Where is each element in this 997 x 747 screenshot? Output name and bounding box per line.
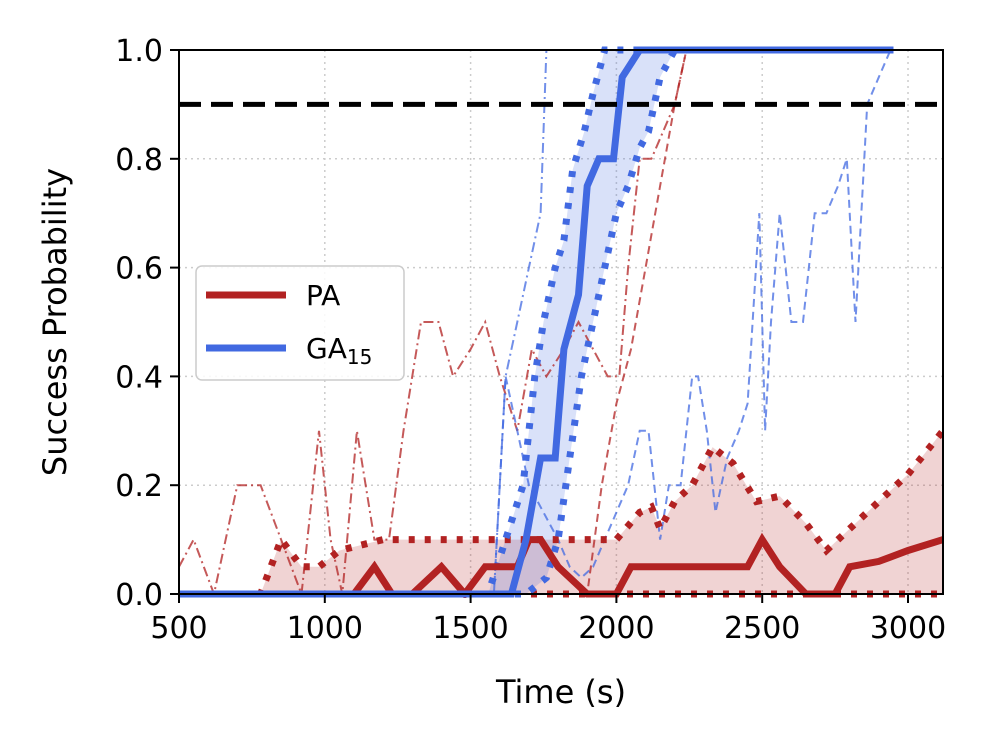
x-tick-label: 500 bbox=[150, 611, 207, 646]
pa-bound-dashed bbox=[179, 49, 688, 595]
y-tick-label: 0.2 bbox=[115, 469, 163, 504]
legend-subscript: 15 bbox=[347, 345, 372, 369]
ga15-bound-dashdot bbox=[179, 49, 556, 595]
y-tick-label: 0.0 bbox=[115, 578, 163, 613]
ga15-ci-upper-line bbox=[179, 46, 894, 598]
bound-lines bbox=[179, 49, 894, 598]
x-tick-label: 2500 bbox=[724, 611, 800, 646]
plot-frame bbox=[178, 49, 944, 595]
pa-ci-upper-line bbox=[179, 428, 943, 598]
y-axis-label: Success Probability bbox=[36, 168, 74, 476]
legend-box bbox=[195, 265, 405, 381]
x-tick-label: 3000 bbox=[870, 611, 946, 646]
x-tick-label: 2000 bbox=[578, 611, 654, 646]
y-tick-label: 0.4 bbox=[115, 360, 163, 395]
x-tick-label: 1000 bbox=[287, 611, 363, 646]
pa-bound-dashdot bbox=[179, 49, 688, 598]
y-tick-label: 0.8 bbox=[115, 143, 163, 178]
x-axis-label: Time (s) bbox=[495, 673, 626, 711]
y-tick-label: 0.6 bbox=[115, 252, 163, 287]
x-tick-label: 1500 bbox=[432, 611, 508, 646]
ga15-mean-line bbox=[179, 46, 894, 598]
ga15-ci-lower-line bbox=[179, 46, 894, 598]
legend-label-pa: PA bbox=[306, 279, 340, 312]
axis-ticks: 500 1000 1500 2000 2500 3000 0.0 0.2 0.4 0.6 0.8 1.… bbox=[115, 34, 946, 646]
y-tick-label: 1.0 bbox=[115, 34, 163, 69]
ga15-bound-dashed bbox=[179, 49, 894, 595]
